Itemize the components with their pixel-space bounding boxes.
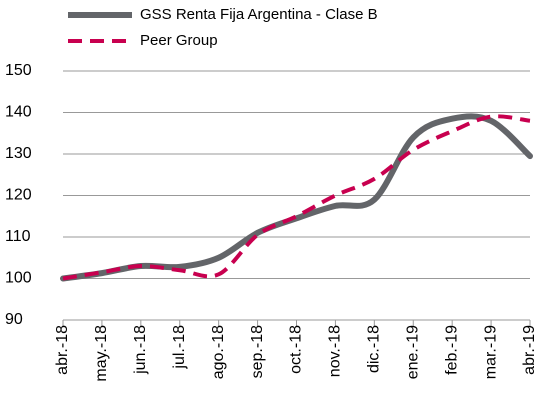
line-series bbox=[60, 113, 533, 282]
x-tick-label: ago.-18 bbox=[210, 325, 227, 379]
x-tick-label: oct.-18 bbox=[288, 325, 305, 374]
legend-label: GSS Renta Fija Argentina - Clase B bbox=[140, 6, 378, 23]
y-tick-label: 120 bbox=[5, 187, 32, 204]
y-tick-label: 100 bbox=[5, 270, 32, 287]
x-tick-label: nov.-18 bbox=[327, 325, 344, 377]
y-tick-label: 130 bbox=[5, 145, 32, 162]
x-tick-label: jun.-18 bbox=[132, 325, 149, 375]
x-tick-label: mar.-19 bbox=[482, 325, 499, 379]
y-tick-label: 150 bbox=[5, 62, 32, 79]
x-tick-label: abr.-18 bbox=[54, 325, 71, 375]
x-tick-label: jul.-18 bbox=[171, 325, 188, 370]
x-tick-label: dic.-18 bbox=[366, 325, 383, 373]
x-tick-label: may.-18 bbox=[93, 325, 110, 382]
y-tick-label: 110 bbox=[5, 228, 31, 245]
x-tick-label: sep.-18 bbox=[249, 325, 266, 378]
x-tick-label: feb.-19 bbox=[443, 325, 460, 375]
line-series bbox=[62, 114, 531, 281]
x-tick-label: abr.-19 bbox=[521, 325, 538, 375]
legend-label: Peer Group bbox=[140, 32, 218, 49]
x-tick-label: ene.-19 bbox=[404, 325, 421, 379]
y-tick-label: 90 bbox=[5, 311, 23, 328]
y-tick-label: 140 bbox=[5, 104, 32, 121]
